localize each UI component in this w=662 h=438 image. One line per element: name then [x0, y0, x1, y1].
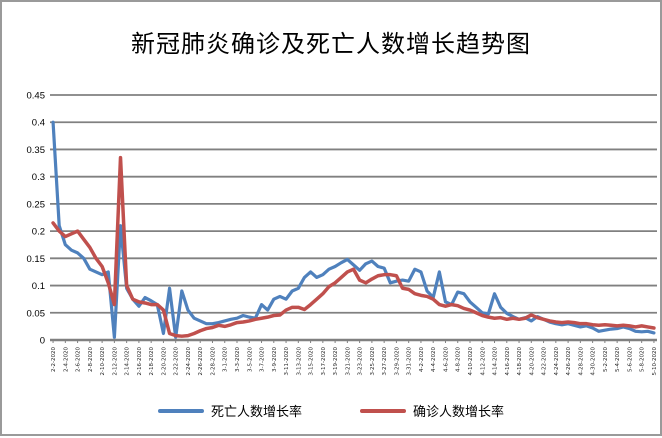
x-tick-label: 5-4-2020 — [615, 347, 621, 372]
x-tick-label: 2-8-2020 — [88, 347, 94, 372]
x-tick-label: 3-13-2020 — [296, 347, 302, 376]
x-tick-label: 4-6-2020 — [443, 347, 449, 372]
y-tick-label: 0.2 — [32, 227, 45, 238]
x-tick-label: 4-26-2020 — [566, 347, 572, 376]
x-tick-label: 4-8-2020 — [456, 347, 462, 372]
legend-item-death[interactable]: 死亡人数增长率 — [157, 401, 302, 420]
x-tick-label: 4-2-2020 — [419, 347, 425, 372]
death-rate-line[interactable] — [51, 120, 656, 339]
x-tick-label: 5-6-2020 — [627, 347, 633, 372]
x-tick-label: 2-18-2020 — [149, 347, 155, 376]
x-tick-label: 3-7-2020 — [260, 347, 266, 372]
legend: 死亡人数增长率 确诊人数增长率 — [2, 401, 660, 420]
x-tick-label: 2-10-2020 — [100, 347, 106, 376]
x-tick-label: 2-16-2020 — [137, 347, 143, 376]
x-tick-label: 3-17-2020 — [321, 347, 327, 376]
legend-item-confirmed[interactable]: 确诊人数增长率 — [360, 401, 504, 420]
x-tick-label: 4-12-2020 — [480, 347, 486, 376]
x-tick-label: 4-22-2020 — [542, 347, 548, 376]
y-tick-label: 0.1 — [32, 281, 45, 292]
x-tick-label: 3-27-2020 — [382, 347, 388, 376]
death-series-label: 死亡人数增长率 — [210, 404, 302, 419]
y-tick-label: 0.25 — [27, 199, 46, 210]
x-tick-label: 4-24-2020 — [554, 347, 560, 376]
confirmed-series-line-swatch — [360, 408, 406, 413]
x-tick-label: 3-21-2020 — [345, 347, 351, 376]
y-tick-label: 0 — [40, 336, 45, 347]
x-tick-label: 2-26-2020 — [198, 347, 204, 376]
y-tick-label: 0.15 — [27, 254, 46, 265]
y-tick-label: 0.4 — [32, 118, 45, 129]
x-tick-label: 2-22-2020 — [174, 347, 180, 376]
x-tick-label: 5-2-2020 — [603, 347, 609, 372]
x-tick-label: 3-19-2020 — [333, 347, 339, 376]
x-tick-label: 4-20-2020 — [529, 347, 535, 376]
x-tick-label: 3-11-2020 — [284, 347, 290, 376]
x-tick-label: 3-23-2020 — [358, 347, 364, 376]
x-tick-label: 3-5-2020 — [247, 347, 253, 372]
confirmed-series-label: 确诊人数增长率 — [413, 404, 505, 419]
x-tick-label: 2-4-2020 — [63, 347, 69, 372]
chart-title: 新冠肺炎确诊及死亡人数增长趋势图 — [131, 32, 531, 58]
death-series-line-swatch — [157, 408, 204, 413]
x-tick-label: 2-12-2020 — [112, 347, 118, 376]
y-tick-label: 0.45 — [27, 91, 46, 102]
x-tick-label: 4-14-2020 — [493, 347, 499, 376]
x-tick-label: 3-1-2020 — [223, 347, 229, 372]
x-tick-label: 4-30-2020 — [591, 347, 597, 376]
x-tick-label: 3-25-2020 — [370, 347, 376, 376]
y-tick-label: 0.35 — [27, 145, 46, 156]
confirmed-rate-line[interactable] — [51, 155, 656, 338]
x-tick-label: 3-3-2020 — [235, 347, 241, 372]
x-tick-label: 2-14-2020 — [125, 347, 131, 376]
x-tick-label: 3-31-2020 — [407, 347, 413, 376]
x-tick-label: 3-9-2020 — [272, 347, 278, 372]
x-tick-label: 4-18-2020 — [517, 347, 523, 376]
x-tick-label: 2-28-2020 — [210, 347, 216, 376]
y-tick-label: 0.05 — [27, 308, 46, 319]
x-tick-label: 2-20-2020 — [161, 347, 167, 376]
y-tick-label: 0.3 — [32, 172, 45, 183]
x-tick-label: 2-24-2020 — [186, 347, 192, 376]
x-tick-label: 5-8-2020 — [640, 347, 646, 372]
x-tick-label: 3-29-2020 — [394, 347, 400, 376]
x-tick-label: 3-15-2020 — [309, 347, 315, 376]
x-tick-label: 2-2-2020 — [51, 347, 57, 372]
x-tick-label: 4-4-2020 — [431, 347, 437, 372]
x-tick-label: 4-10-2020 — [468, 347, 474, 376]
x-tick-label: 5-10-2020 — [652, 347, 658, 376]
x-tick-label: 4-16-2020 — [505, 347, 511, 376]
x-tick-label: 2-6-2020 — [76, 347, 82, 372]
x-tick-label: 4-28-2020 — [578, 347, 584, 376]
